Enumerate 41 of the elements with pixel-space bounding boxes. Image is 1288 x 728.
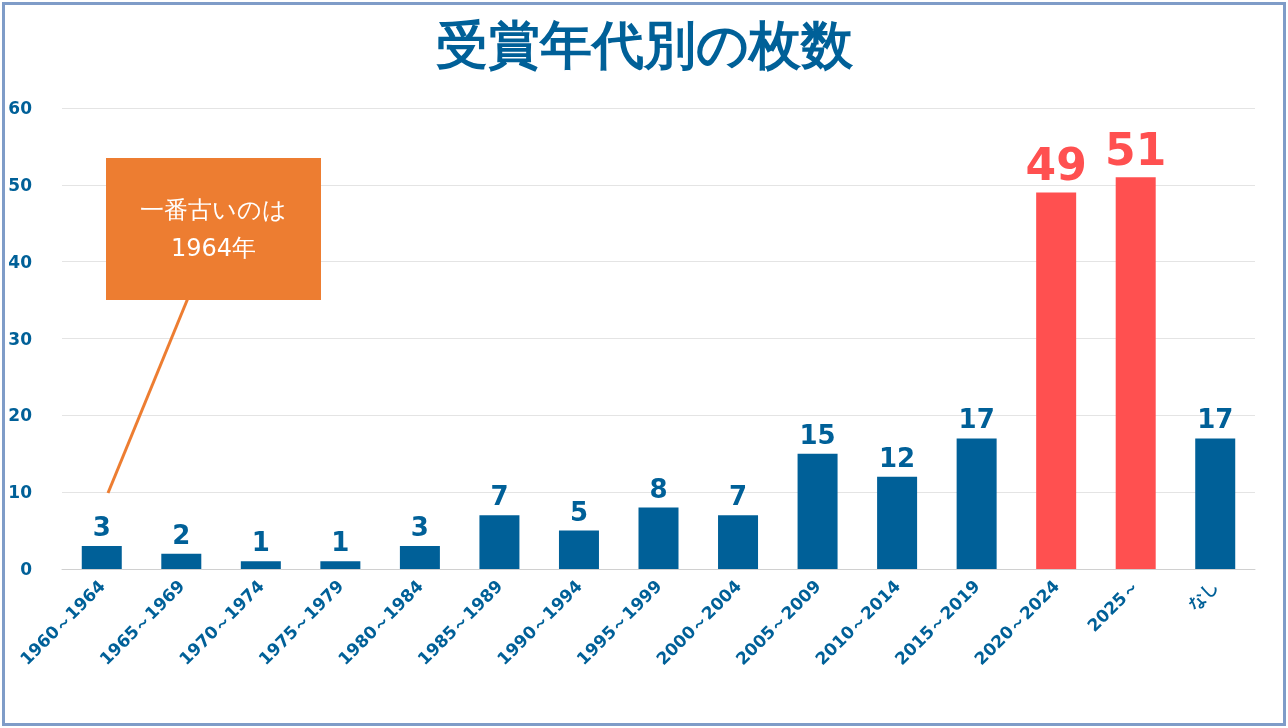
data-label: 12 — [879, 442, 916, 473]
y-tick-label: 40 — [8, 251, 33, 272]
bar — [81, 545, 122, 569]
data-label: 7 — [490, 481, 509, 512]
bar — [1115, 177, 1156, 569]
data-label: 1 — [331, 527, 350, 558]
bar — [718, 515, 759, 569]
bar — [161, 553, 202, 569]
data-label: 5 — [569, 496, 589, 527]
data-label: 8 — [649, 473, 668, 504]
bar — [320, 561, 361, 569]
data-label: 15 — [799, 419, 836, 450]
annotation: 一番古いのは 1964年 — [140, 195, 287, 264]
bar — [638, 507, 679, 569]
data-label: 1 — [251, 527, 270, 558]
bar — [399, 545, 440, 569]
bar — [479, 515, 520, 569]
data-label: 49 — [1025, 139, 1087, 191]
bar — [1195, 438, 1236, 569]
y-tick-label: 20 — [8, 405, 33, 426]
data-label: 7 — [728, 481, 748, 512]
y-tick-label: 10 — [8, 482, 33, 503]
bar — [240, 561, 281, 569]
data-label: 17 — [1197, 404, 1234, 435]
bar — [797, 453, 838, 569]
data-label: 3 — [410, 511, 429, 542]
data-label: 3 — [92, 511, 111, 542]
y-tick-label: 0 — [20, 559, 33, 579]
bar — [1036, 192, 1077, 569]
y-tick-label: 30 — [8, 328, 33, 349]
bar — [956, 438, 997, 569]
data-label: 2 — [172, 519, 191, 550]
data-label: 51 — [1105, 123, 1167, 175]
y-tick-label: 50 — [8, 174, 33, 195]
x-tick-label: なし — [1184, 575, 1223, 615]
bar — [877, 476, 918, 569]
data-label: 17 — [958, 404, 995, 435]
bar — [558, 530, 599, 569]
callout-box: 一番古いのは 1964年 — [106, 158, 321, 300]
y-tick-label: 60 — [8, 98, 33, 118]
chart-title: 受賞年代別の枚数 — [435, 15, 854, 75]
